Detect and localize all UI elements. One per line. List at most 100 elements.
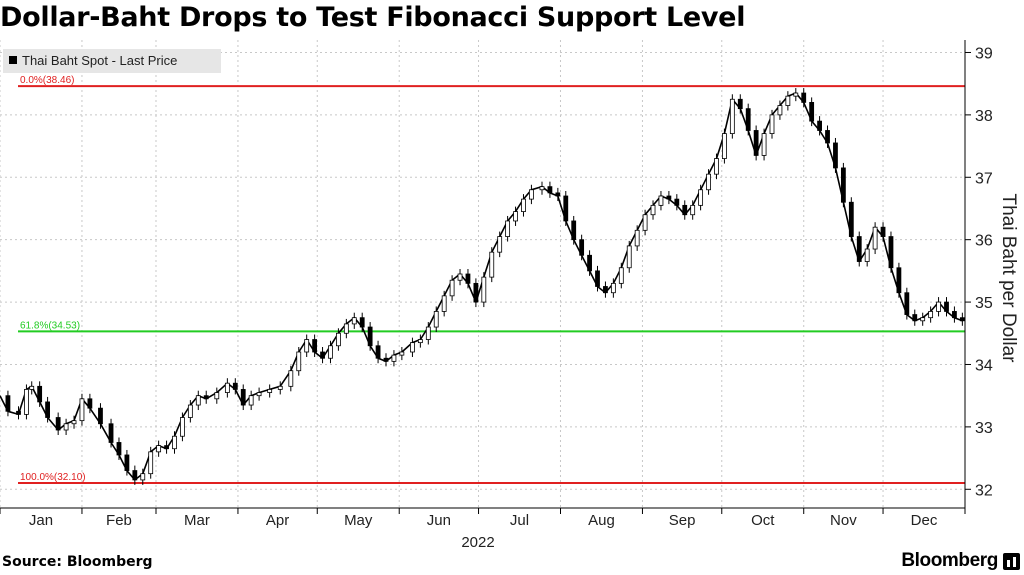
price-candle	[172, 435, 177, 450]
x-tick-label: May	[344, 512, 373, 529]
price-candle	[425, 326, 431, 340]
legend-box	[3, 49, 221, 73]
price-candle	[833, 142, 838, 169]
price-candle	[896, 267, 902, 294]
price-candle	[24, 389, 29, 415]
x-tick-label: Mar	[184, 512, 210, 529]
y-tick-label: 32	[975, 482, 993, 499]
price-candle	[706, 173, 711, 191]
level-label: 100.0%(32.10)	[20, 472, 86, 483]
price-candle	[328, 345, 333, 359]
price-candle	[124, 454, 130, 471]
price-candle	[449, 279, 455, 297]
price-candle	[343, 323, 349, 334]
price-candle	[5, 395, 11, 412]
price-candle	[785, 95, 791, 106]
price-candle	[457, 273, 463, 281]
level-label: 61.8%(34.53)	[20, 320, 80, 331]
price-candle	[391, 354, 397, 362]
price-candle	[312, 339, 318, 353]
price-candle	[505, 220, 511, 237]
price-candle	[267, 389, 273, 393]
y-tick-label: 33	[975, 420, 993, 437]
price-candle	[555, 192, 561, 197]
price-candle	[618, 267, 624, 284]
price-candle	[296, 351, 302, 372]
source-note: Source: Bloomberg	[2, 554, 153, 570]
price-candle	[98, 407, 103, 425]
price-candle	[359, 317, 365, 328]
price-candle	[489, 251, 495, 278]
price-candle	[579, 239, 585, 256]
price-candle	[71, 420, 77, 425]
y-tick-label: 39	[975, 45, 993, 62]
level-label: 0.0%(38.46)	[20, 75, 74, 86]
price-candle	[817, 120, 822, 131]
price-candle	[481, 276, 487, 303]
x-tick-label: Dec	[911, 512, 938, 529]
x-tick-label: Jun	[427, 512, 451, 529]
x-tick-label: Nov	[830, 512, 857, 529]
price-candle	[417, 339, 423, 344]
price-candle	[180, 417, 185, 437]
price-candle	[410, 342, 415, 353]
y-tick-label: 36	[975, 233, 993, 250]
price-candle	[45, 401, 50, 418]
price-candle	[761, 133, 767, 156]
x-tick-label: Aug	[588, 512, 615, 529]
price-candle	[288, 370, 294, 387]
price-candle	[473, 282, 479, 303]
price-candle	[383, 357, 389, 362]
price-candle	[904, 292, 910, 315]
fibonacci-levels: 0.0%(38.46) 61.8%(34.53) 100.0%(32.10)	[18, 75, 965, 485]
price-candle	[521, 198, 526, 212]
brand-icon	[1003, 553, 1020, 570]
price-candle	[912, 314, 918, 322]
price-candle	[809, 102, 815, 122]
price-candle	[626, 245, 632, 269]
price-candle	[277, 385, 283, 390]
price-candle	[745, 108, 751, 131]
price-candle	[682, 204, 688, 216]
price-candle	[156, 445, 162, 453]
price-candle	[864, 248, 870, 262]
price-candle	[698, 189, 704, 206]
price-candle	[116, 442, 122, 456]
price-candle	[320, 351, 325, 359]
price-candle	[595, 270, 600, 287]
price-candle	[195, 395, 201, 406]
price-candle	[587, 254, 592, 272]
y-tick-label: 38	[975, 108, 993, 125]
x-tick-label: Oct	[751, 512, 775, 529]
price-candle	[497, 236, 503, 253]
x-axis-year-label: 2022	[461, 534, 494, 551]
price-candle	[634, 229, 640, 247]
price-candle	[603, 286, 608, 294]
price-candle	[801, 92, 807, 103]
price-candle	[880, 226, 886, 237]
legend-label: Thai Baht Spot - Last Price	[22, 53, 177, 68]
price-candle	[55, 417, 61, 431]
price-candle	[872, 226, 878, 250]
price-candle	[769, 114, 775, 134]
price-candle	[666, 195, 672, 200]
x-axis: Jan Feb Mar Apr May Jun Jul Aug Sep Oct Nov Dec	[0, 507, 966, 529]
price-candle	[79, 398, 85, 422]
price-candle	[224, 382, 230, 393]
price-candle	[753, 130, 759, 156]
price-candle	[610, 282, 616, 294]
price-candle	[729, 98, 735, 134]
price-candle	[547, 186, 553, 194]
price-candle	[563, 195, 569, 222]
price-candle	[840, 167, 846, 203]
x-tick-label: Feb	[106, 512, 132, 529]
legend-swatch	[9, 56, 17, 64]
price-candle	[690, 204, 696, 216]
price-candle	[164, 445, 169, 450]
price-candle	[793, 92, 799, 97]
price-candle	[513, 211, 518, 222]
price-candle	[214, 392, 220, 400]
price-candle	[856, 236, 862, 262]
price-line	[0, 92, 963, 481]
chart-title: Dollar-Baht Drops to Test Fibonacci Supp…	[0, 2, 746, 33]
